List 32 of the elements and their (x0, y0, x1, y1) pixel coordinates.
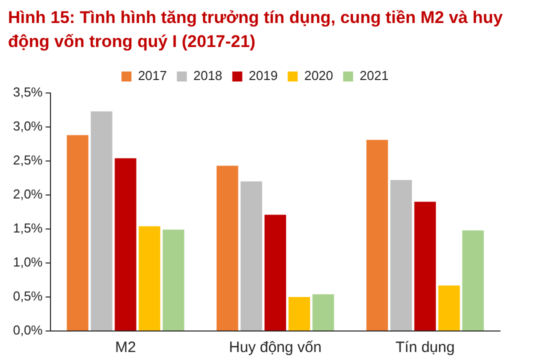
y-tick-label: 1,5% (12, 220, 44, 236)
bar (264, 214, 286, 330)
legend-label: 2021 (360, 68, 389, 84)
bar (288, 297, 310, 330)
y-tick-label: 2,5% (12, 152, 44, 168)
bar (240, 181, 262, 330)
x-tick-label: Huy động vốn (229, 339, 322, 356)
y-tick-label: 3,5% (12, 84, 44, 100)
legend-label: 2017 (138, 68, 167, 84)
y-tick-label: 2,0% (12, 186, 44, 202)
y-tick-label: 1,0% (12, 254, 44, 270)
chart-title: Hình 15: Tình hình tăng trưởng tín dụng, cung tiền M2 và huy động vốn trong quý I (2017-21) (8, 7, 504, 53)
legend-label: 2019 (248, 68, 278, 84)
bar (438, 285, 460, 330)
y-tick-label: 3,0% (12, 118, 44, 134)
legend-label: 2020 (304, 68, 334, 84)
bar (162, 230, 184, 330)
bar (114, 158, 136, 330)
legend-label: 2018 (193, 68, 222, 84)
y-tick-label: 0,5% (12, 288, 44, 304)
x-tick-label: Tín dụng (395, 339, 455, 356)
bar (390, 180, 412, 330)
x-tick-label: M2 (115, 339, 136, 356)
bar (66, 135, 88, 330)
bar (216, 166, 238, 330)
bar (138, 226, 160, 330)
bar (414, 202, 436, 330)
y-tick-label: 0,0% (12, 322, 44, 338)
bar (312, 294, 334, 330)
bar (462, 230, 484, 330)
bar (366, 140, 388, 330)
bar (90, 111, 112, 330)
